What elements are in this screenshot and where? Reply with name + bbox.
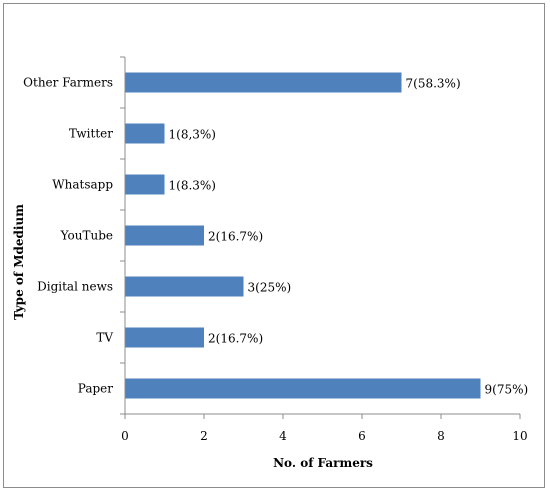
- bar: [125, 225, 204, 246]
- x-tick-label: 2: [200, 429, 208, 443]
- category-label: Paper: [78, 382, 113, 396]
- x-tick-label: 4: [279, 429, 287, 443]
- x-tick-label: 0: [121, 429, 129, 443]
- data-label: 9(75%): [485, 383, 529, 397]
- labels-group: Other Farmers 7(58.3%) Twitter 1(8,3%) Whats…: [23, 76, 528, 444]
- category-label: TV: [96, 331, 113, 345]
- x-axis-title: No. of Farmers: [273, 456, 373, 470]
- bar: [125, 174, 165, 195]
- x-tick-label: 10: [512, 429, 527, 443]
- category-label: YouTube: [60, 229, 113, 243]
- y-axis-title: Type of Mdedium: [12, 204, 26, 320]
- bar: [125, 378, 481, 399]
- bar: [125, 123, 165, 144]
- axes-group: [120, 56, 521, 419]
- data-label: 3(25%): [248, 281, 292, 295]
- category-label: Other Farmers: [23, 76, 113, 90]
- bar: [125, 276, 244, 297]
- bars-group: [125, 72, 481, 399]
- data-label: 7(58.3%): [406, 77, 461, 91]
- x-tick-label: 6: [358, 429, 366, 443]
- x-tick-label: 8: [437, 429, 445, 443]
- data-label: 1(8,3%): [169, 128, 216, 142]
- bar: [125, 72, 402, 93]
- category-label: Twitter: [69, 127, 113, 141]
- bar: [125, 327, 204, 348]
- category-label: Digital news: [37, 280, 113, 294]
- data-label: 2(16.7%): [208, 230, 263, 244]
- data-label: 1(8.3%): [169, 179, 216, 193]
- category-label: Whatsapp: [52, 178, 113, 192]
- data-label: 2(16.7%): [208, 332, 263, 346]
